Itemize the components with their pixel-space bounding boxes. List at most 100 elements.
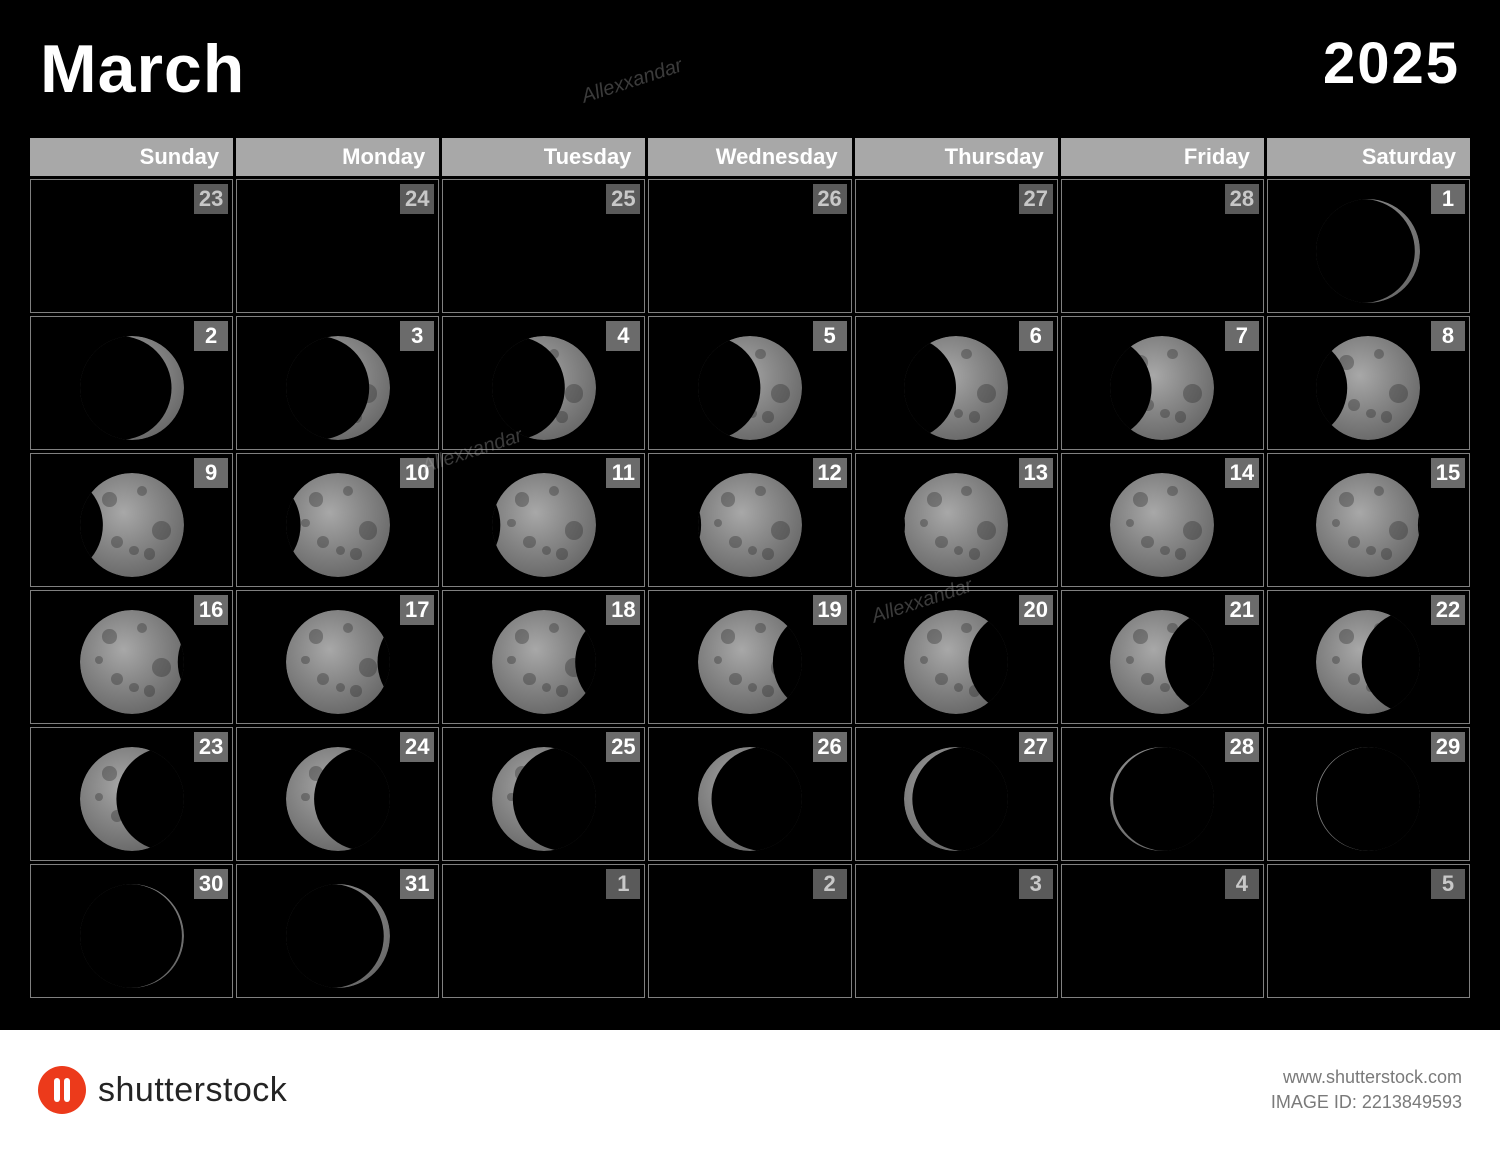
day-number: 15 bbox=[1431, 458, 1465, 488]
moon-phase-icon bbox=[80, 473, 184, 577]
moon-phase-icon bbox=[1316, 747, 1420, 851]
day-number: 23 bbox=[194, 184, 228, 214]
day-number: 2 bbox=[194, 321, 228, 351]
day-number: 3 bbox=[1019, 869, 1053, 899]
day-number: 25 bbox=[606, 732, 640, 762]
moon-phase-icon bbox=[904, 610, 1008, 714]
year-title: 2025 bbox=[1323, 30, 1460, 97]
moon-phase-icon bbox=[698, 473, 802, 577]
day-number: 26 bbox=[813, 732, 847, 762]
day-cell: 31 bbox=[236, 864, 439, 998]
moon-phase-icon bbox=[1316, 336, 1420, 440]
shutterstock-icon bbox=[38, 1066, 86, 1114]
day-cell: 5 bbox=[1267, 864, 1470, 998]
day-cell: 30 bbox=[30, 864, 233, 998]
day-cell: 25 bbox=[442, 727, 645, 861]
day-cell: 7 bbox=[1061, 316, 1264, 450]
moon-phase-icon bbox=[904, 473, 1008, 577]
moon-phase-icon bbox=[1316, 610, 1420, 714]
day-number: 20 bbox=[1019, 595, 1053, 625]
day-cell: 3 bbox=[855, 864, 1058, 998]
day-cell: 3 bbox=[236, 316, 439, 450]
day-cell: 4 bbox=[1061, 864, 1264, 998]
moon-phase-icon bbox=[698, 747, 802, 851]
day-number: 22 bbox=[1431, 595, 1465, 625]
day-number: 18 bbox=[606, 595, 640, 625]
day-cell: 21 bbox=[1061, 590, 1264, 724]
day-number: 28 bbox=[1225, 184, 1259, 214]
day-cell: 25 bbox=[442, 179, 645, 313]
day-number: 31 bbox=[400, 869, 434, 899]
day-cell: 16 bbox=[30, 590, 233, 724]
day-cell: 23 bbox=[30, 179, 233, 313]
day-number: 30 bbox=[194, 869, 228, 899]
moon-phase-icon bbox=[492, 747, 596, 851]
day-cell: 26 bbox=[648, 727, 851, 861]
moon-phase-icon bbox=[80, 747, 184, 851]
month-title: March bbox=[40, 30, 245, 108]
day-cell: 12 bbox=[648, 453, 851, 587]
day-number: 3 bbox=[400, 321, 434, 351]
moon-phase-icon bbox=[1316, 473, 1420, 577]
day-cell: 27 bbox=[855, 179, 1058, 313]
day-number: 26 bbox=[813, 184, 847, 214]
brand-block: shutterstock bbox=[38, 1066, 287, 1114]
day-cell: 1 bbox=[1267, 179, 1470, 313]
day-cell: 24 bbox=[236, 727, 439, 861]
day-number: 14 bbox=[1225, 458, 1259, 488]
day-cell: 9 bbox=[30, 453, 233, 587]
day-header: Tuesday bbox=[442, 138, 645, 176]
day-cell: 1 bbox=[442, 864, 645, 998]
brand-name: shutterstock bbox=[98, 1071, 287, 1110]
moon-phase-icon bbox=[1316, 199, 1420, 303]
day-cell: 4 bbox=[442, 316, 645, 450]
image-id: IMAGE ID: 2213849593 bbox=[1271, 1090, 1462, 1115]
day-number: 1 bbox=[1431, 184, 1465, 214]
day-number: 21 bbox=[1225, 595, 1259, 625]
moon-phase-icon bbox=[698, 610, 802, 714]
day-number: 1 bbox=[606, 869, 640, 899]
moon-phase-icon bbox=[904, 747, 1008, 851]
moon-phase-icon bbox=[1110, 473, 1214, 577]
moon-phase-icon bbox=[698, 336, 802, 440]
day-number: 9 bbox=[194, 458, 228, 488]
day-number: 8 bbox=[1431, 321, 1465, 351]
day-cell: 18 bbox=[442, 590, 645, 724]
moon-phase-icon bbox=[1110, 336, 1214, 440]
day-number: 4 bbox=[1225, 869, 1259, 899]
day-number: 29 bbox=[1431, 732, 1465, 762]
day-cell: 17 bbox=[236, 590, 439, 724]
day-number: 24 bbox=[400, 732, 434, 762]
moon-phase-icon bbox=[80, 884, 184, 988]
day-cell: 5 bbox=[648, 316, 851, 450]
stock-footer: shutterstock www.shutterstock.com IMAGE … bbox=[0, 1030, 1500, 1150]
day-cell: 13 bbox=[855, 453, 1058, 587]
site-url: www.shutterstock.com bbox=[1271, 1065, 1462, 1090]
day-cell: 29 bbox=[1267, 727, 1470, 861]
moon-phase-icon bbox=[286, 336, 390, 440]
day-header: Saturday bbox=[1267, 138, 1470, 176]
lunar-calendar: March 2025 SundayMondayTuesdayWednesdayT… bbox=[0, 0, 1500, 1030]
calendar-grid: SundayMondayTuesdayWednesdayThursdayFrid… bbox=[30, 138, 1470, 998]
day-cell: 2 bbox=[648, 864, 851, 998]
day-number: 10 bbox=[400, 458, 434, 488]
day-header: Wednesday bbox=[648, 138, 851, 176]
day-cell: 23 bbox=[30, 727, 233, 861]
day-number: 4 bbox=[606, 321, 640, 351]
day-cell: 20 bbox=[855, 590, 1058, 724]
day-number: 23 bbox=[194, 732, 228, 762]
day-cell: 2 bbox=[30, 316, 233, 450]
day-number: 7 bbox=[1225, 321, 1259, 351]
moon-phase-icon bbox=[492, 336, 596, 440]
moon-phase-icon bbox=[492, 610, 596, 714]
day-cell: 8 bbox=[1267, 316, 1470, 450]
day-cell: 10 bbox=[236, 453, 439, 587]
moon-phase-icon bbox=[492, 473, 596, 577]
day-cell: 27 bbox=[855, 727, 1058, 861]
day-header: Monday bbox=[236, 138, 439, 176]
day-header: Sunday bbox=[30, 138, 233, 176]
day-cell: 6 bbox=[855, 316, 1058, 450]
moon-phase-icon bbox=[1110, 747, 1214, 851]
day-number: 28 bbox=[1225, 732, 1259, 762]
moon-phase-icon bbox=[286, 884, 390, 988]
